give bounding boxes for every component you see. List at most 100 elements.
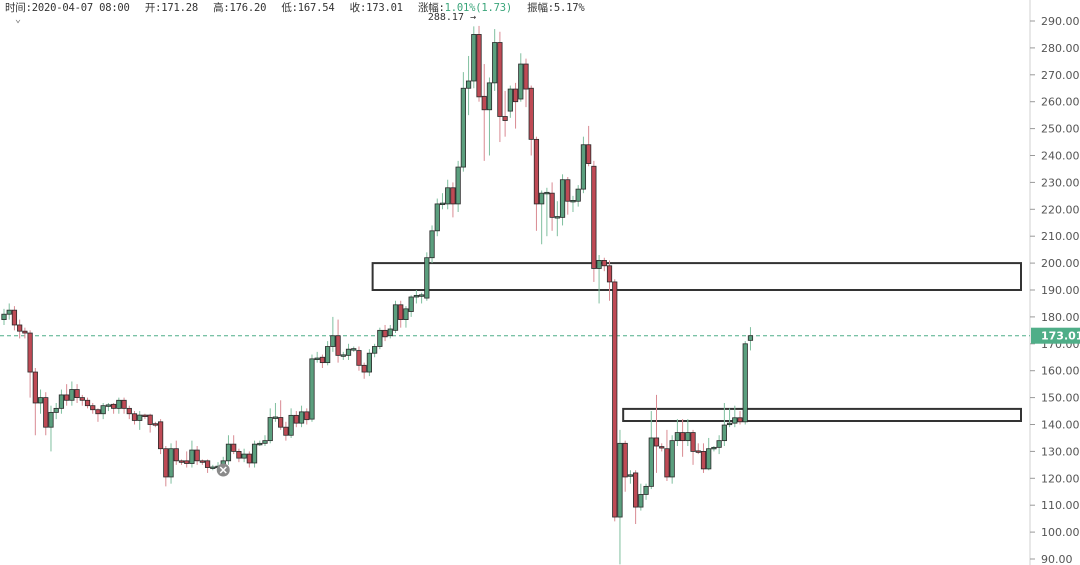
candle [664,429,670,481]
candle-body [210,466,216,469]
candle [392,300,399,334]
candle-body [711,446,717,450]
candle-body [361,364,367,373]
candle-body [502,116,508,121]
candle [669,435,675,484]
candle-body [434,203,440,232]
candle [126,405,132,420]
candle-body [69,389,75,401]
candle-body [1,313,7,320]
candle [575,185,581,207]
candle-body [737,417,743,423]
close-x-glyph [219,466,227,474]
candle-body [309,358,315,420]
candle [533,136,540,231]
candle [539,190,545,245]
candle [293,411,299,428]
candle [643,483,649,500]
candle-body [612,281,618,518]
candle [58,389,65,414]
y-tick-label: 110.00 [1041,499,1080,512]
candle [403,306,409,328]
open-field: 开:171.28 [144,2,198,14]
candle [559,174,566,226]
candle-body [387,328,393,337]
candle-body [439,202,446,206]
candle [22,327,28,339]
chevron-down-icon[interactable]: ⌄ [15,14,22,25]
ohlc-info-bar: 时间:2020-04-07 08:00 开:171.28 高:176.20 低:… [5,0,593,15]
candle-body [105,404,111,407]
candle-body [142,414,148,417]
candle-body [74,389,80,398]
candle-body [591,165,597,269]
candle [199,459,205,465]
candle [325,341,331,366]
candle [288,408,294,438]
close-field: 收:173.01 [349,2,403,14]
candle [716,435,722,455]
candle-body [283,426,289,436]
candle-body [523,63,529,90]
candle-body [726,422,733,426]
candle [246,451,252,468]
candle [95,408,101,422]
candle [659,443,665,452]
candle-body [356,350,362,366]
candle-body [251,443,258,464]
y-tick-label: 250.00 [1041,123,1080,136]
candle [27,330,33,398]
candle-body [486,82,493,111]
candle [131,411,138,425]
candle [497,31,503,143]
time-field: 时间:2020-04-07 08:00 [5,2,130,14]
candle-body [267,417,273,442]
candle [476,25,482,102]
candle-body [398,304,404,320]
candle [272,402,279,422]
candle-body [351,348,357,351]
candle [69,381,75,406]
candle [700,443,707,473]
candle-body [638,494,644,508]
candle-body [236,450,242,459]
candle [617,429,623,565]
candle [690,429,696,465]
close-circle-icon[interactable] [216,463,230,477]
candle [231,435,237,455]
y-tick-label: 150.00 [1041,392,1080,405]
candle-body [601,260,607,267]
candle-body [22,330,28,334]
candle-body [137,414,143,421]
candle [570,195,576,212]
candle [111,402,117,414]
candle-body [700,450,707,470]
candle-body [392,304,399,331]
candle [142,413,148,420]
candle-body [53,407,59,413]
candle [580,136,587,194]
zone-rectangle [622,407,1022,423]
candle [278,400,284,430]
candle-body [194,449,200,462]
candle-body [565,179,571,202]
candle-body [84,399,91,407]
candle-body [721,424,727,442]
candle-body [257,442,263,446]
current-price-badge [1031,327,1080,344]
candle [210,464,216,471]
candle-body [90,405,96,411]
candle-body [262,440,268,444]
candle [283,421,289,441]
candle [100,402,106,420]
candle [706,437,712,471]
candle [627,470,634,484]
candle [184,451,190,468]
candle-body [272,416,279,419]
candle-body [413,294,419,298]
candle-body [476,34,482,98]
peak-price-label: 288.17 → [428,12,476,23]
y-tick-label: 260.00 [1041,96,1080,109]
candle-body [528,87,534,140]
